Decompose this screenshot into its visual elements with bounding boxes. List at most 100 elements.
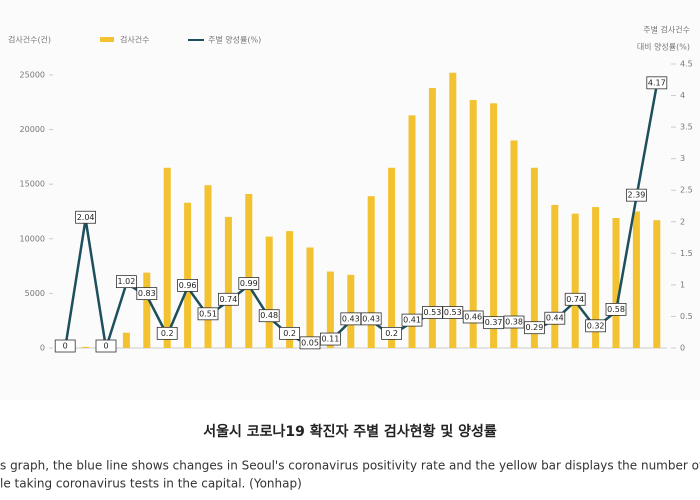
label-box bbox=[197, 307, 219, 321]
label-box bbox=[503, 315, 525, 329]
value-label: 0.29 bbox=[525, 323, 543, 332]
bar bbox=[490, 103, 498, 348]
value-label: 0.96 bbox=[179, 281, 197, 290]
value-label: 0.2 bbox=[283, 329, 296, 338]
label-box bbox=[116, 275, 137, 289]
bar bbox=[326, 271, 334, 348]
value-label: 0.48 bbox=[260, 311, 278, 320]
label-box bbox=[54, 339, 76, 353]
value-label: 4.17 bbox=[648, 78, 666, 87]
label-box bbox=[442, 306, 464, 319]
bar bbox=[163, 167, 171, 348]
bar bbox=[449, 72, 457, 348]
bar bbox=[265, 236, 273, 348]
y2-tick-label: 1.5 bbox=[680, 249, 693, 258]
legend-label: 검사건수 bbox=[120, 35, 149, 45]
value-label: 0.44 bbox=[546, 314, 564, 323]
label-box bbox=[217, 292, 239, 306]
label-box bbox=[340, 312, 362, 326]
label-box bbox=[319, 332, 341, 346]
value-label: 0.32 bbox=[587, 321, 605, 330]
bar bbox=[82, 346, 90, 348]
bar bbox=[612, 218, 620, 348]
bar bbox=[571, 213, 579, 348]
bar bbox=[510, 140, 518, 348]
value-label: 0.41 bbox=[403, 316, 421, 325]
label-box bbox=[360, 312, 382, 326]
value-label: 0.43 bbox=[342, 314, 360, 323]
label-box bbox=[95, 339, 117, 353]
label-box bbox=[646, 76, 668, 90]
value-label: 0.74 bbox=[566, 295, 584, 304]
label-box bbox=[585, 319, 606, 333]
y-tick-label: 5000 bbox=[25, 289, 45, 298]
value-label: 1.02 bbox=[117, 277, 135, 286]
bar bbox=[184, 202, 192, 348]
label-box bbox=[524, 321, 545, 335]
y2-tick-label: 2 bbox=[680, 217, 685, 226]
value-label: 0.83 bbox=[138, 289, 156, 298]
legend-label: 주별 양성률(%) bbox=[208, 35, 261, 45]
y-axis-title: 검사건수(건) bbox=[8, 35, 51, 45]
value-label: 0.53 bbox=[423, 308, 441, 317]
bar bbox=[408, 115, 416, 348]
value-label: 0.38 bbox=[505, 318, 523, 327]
y-tick-label: 10000 bbox=[20, 234, 45, 243]
y2-axis-title: 주별 검사건수 bbox=[643, 25, 690, 35]
label-box bbox=[544, 311, 566, 325]
y2-tick-label: 0.5 bbox=[680, 312, 693, 321]
value-label: 0 bbox=[103, 342, 108, 351]
bar bbox=[143, 272, 151, 348]
y2-tick-label: 1 bbox=[680, 280, 685, 289]
bar bbox=[632, 211, 640, 348]
bar bbox=[388, 167, 396, 348]
value-label: 2.04 bbox=[77, 213, 95, 222]
chart-title: 서울시 코로나19 확진자 주별 검사현황 및 양성률 bbox=[203, 423, 497, 440]
y2-tick-label: 3.5 bbox=[680, 123, 693, 132]
value-label: 0.11 bbox=[321, 335, 339, 344]
value-label: 0.74 bbox=[219, 295, 237, 304]
bar bbox=[245, 193, 253, 348]
y2-tick-label: 2.5 bbox=[680, 186, 693, 195]
value-label: 0.46 bbox=[464, 312, 482, 321]
y2-tick-label: 3 bbox=[680, 154, 685, 163]
caption: le taking coronavirus tests in the capit… bbox=[0, 477, 302, 491]
bar bbox=[286, 231, 294, 348]
value-label: 0.2 bbox=[385, 329, 398, 338]
value-label: 0.43 bbox=[362, 314, 380, 323]
value-label: 0.58 bbox=[607, 305, 625, 314]
y-tick-label: 15000 bbox=[20, 180, 45, 189]
y2-tick-label: 0 bbox=[680, 344, 685, 353]
bar bbox=[347, 274, 355, 348]
label-box bbox=[156, 326, 178, 340]
bar bbox=[653, 220, 661, 348]
value-label: 2.39 bbox=[627, 191, 645, 200]
label-box bbox=[258, 309, 280, 323]
bar bbox=[122, 332, 130, 348]
bar bbox=[592, 207, 600, 348]
value-label: 0.37 bbox=[485, 318, 503, 327]
label-box bbox=[605, 302, 627, 316]
bar bbox=[367, 196, 375, 348]
label-box bbox=[564, 292, 586, 306]
y-tick-label: 20000 bbox=[20, 125, 45, 134]
value-label: 0.53 bbox=[444, 308, 462, 317]
y2-axis-title: 대비 양성률(%) bbox=[637, 43, 690, 52]
label-box bbox=[177, 279, 199, 292]
value-label: 0.2 bbox=[161, 329, 174, 338]
y2-tick-label: 4 bbox=[680, 91, 685, 100]
label-box bbox=[136, 287, 158, 301]
bar bbox=[551, 204, 559, 348]
legend-swatch bbox=[100, 37, 114, 42]
label-box bbox=[626, 188, 647, 202]
bar bbox=[530, 167, 538, 348]
bar bbox=[469, 100, 477, 349]
label-box bbox=[381, 326, 403, 340]
bar bbox=[204, 185, 212, 348]
bar bbox=[306, 247, 314, 348]
y-tick-label: 0 bbox=[40, 344, 45, 353]
value-label: 0.99 bbox=[240, 279, 258, 288]
label-box bbox=[75, 210, 96, 224]
